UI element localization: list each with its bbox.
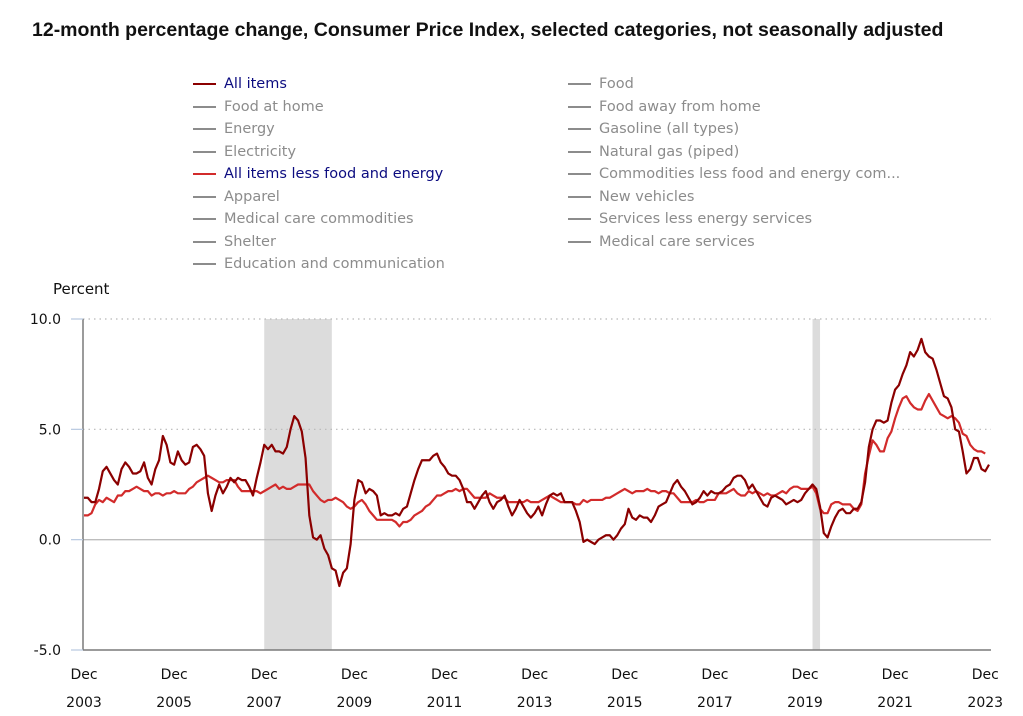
- x-tick-label-year: 2015: [607, 695, 643, 711]
- series-line-all-items[interactable]: [84, 337, 990, 588]
- legend-label: Food at home: [224, 98, 324, 115]
- legend-label: Services less energy services: [599, 211, 813, 228]
- legend-swatch-icon: [193, 150, 216, 153]
- legend-swatch-icon: [568, 240, 591, 243]
- legend-label: Shelter: [224, 233, 276, 250]
- gridlines: [83, 318, 991, 541]
- x-tick-label-year: 2023: [967, 695, 1003, 711]
- legend-label: Commodities less food and energy com...: [599, 166, 901, 183]
- legend-item-all-items[interactable]: All items: [193, 73, 445, 96]
- legend-item-natural-gas-piped[interactable]: Natural gas (piped): [568, 141, 900, 164]
- x-tick-label-month: Dec: [521, 667, 548, 683]
- recession-band: [812, 319, 821, 650]
- legend-label: New vehicles: [599, 188, 695, 205]
- legend-label: Education and communication: [224, 256, 445, 273]
- legend-swatch-icon: [568, 150, 591, 153]
- x-tick-label-year: 2013: [517, 695, 553, 711]
- legend-label: Electricity: [224, 143, 297, 160]
- x-tick-label-year: 2011: [427, 695, 463, 711]
- legend-item-electricity[interactable]: Electricity: [193, 141, 445, 164]
- legend-label: All items: [224, 76, 287, 93]
- tick-labels: 10.0 5.0 0.0 -5.0 Dec 2003 Dec 2005 Dec 2007 Dec 20…: [30, 312, 1003, 711]
- series-lines: [84, 337, 990, 588]
- x-tick-label-month: Dec: [251, 667, 278, 683]
- y-tick-label: -5.0: [34, 643, 61, 659]
- recession-bands: [264, 319, 821, 650]
- legend-item-medical-care-commodities[interactable]: Medical care commodities: [193, 208, 445, 231]
- legend-item-education-and-communication[interactable]: Education and communication: [193, 253, 445, 276]
- legend-item-food-away-from-home[interactable]: Food away from home: [568, 96, 900, 119]
- legend-item-food-at-home[interactable]: Food at home: [193, 96, 445, 119]
- legend-label: Medical care commodities: [224, 211, 414, 228]
- legend-swatch-icon: [568, 83, 591, 86]
- legend-swatch-icon: [193, 83, 216, 86]
- x-tick-label-month: Dec: [972, 667, 999, 683]
- x-tick-label-year: 2005: [156, 695, 192, 711]
- y-axis-label: Percent: [53, 280, 110, 298]
- y-tick-label: 10.0: [30, 312, 61, 328]
- chart-title: 12-month percentage change, Consumer Pri…: [32, 19, 944, 41]
- series-line-all-items-less-food-and-energy[interactable]: [84, 392, 986, 528]
- legend-swatch-icon: [568, 218, 591, 221]
- x-tick-label-month: Dec: [70, 667, 97, 683]
- legend-swatch-icon: [568, 128, 591, 131]
- x-tick-label-month: Dec: [611, 667, 638, 683]
- legend-swatch-icon: [193, 105, 216, 108]
- legend-label: Apparel: [224, 188, 280, 205]
- legend-item-gasoline-all-types[interactable]: Gasoline (all types): [568, 118, 900, 141]
- legend-swatch-icon: [193, 263, 216, 266]
- axes: [71, 318, 991, 651]
- legend-label: Energy: [224, 121, 275, 138]
- legend-item-medical-care-services[interactable]: Medical care services: [568, 231, 900, 254]
- x-tick-label-month: Dec: [341, 667, 368, 683]
- legend-swatch-icon: [568, 173, 591, 176]
- legend-column-right: Food Food away from home Gasoline (all typ…: [568, 73, 900, 253]
- x-tick-label-year: 2009: [337, 695, 373, 711]
- y-tick-label: 0.0: [39, 533, 61, 549]
- legend-swatch-icon: [193, 128, 216, 131]
- legend-swatch-icon: [193, 195, 216, 198]
- x-tick-label-month: Dec: [791, 667, 818, 683]
- legend-label: Natural gas (piped): [599, 143, 740, 160]
- x-tick-label-year: 2007: [246, 695, 282, 711]
- legend-swatch-icon: [193, 173, 216, 176]
- x-tick-label-month: Dec: [431, 667, 458, 683]
- legend-item-services-less-energy-services[interactable]: Services less energy services: [568, 208, 900, 231]
- legend-swatch-icon: [193, 218, 216, 221]
- legend-item-food[interactable]: Food: [568, 73, 900, 96]
- legend-label: Food away from home: [599, 98, 761, 115]
- x-tick-label-month: Dec: [161, 667, 188, 683]
- x-tick-label-year: 2017: [697, 695, 733, 711]
- legend-item-shelter[interactable]: Shelter: [193, 231, 445, 254]
- legend-item-apparel[interactable]: Apparel: [193, 186, 445, 209]
- legend-item-commodities-less-food-and-energy-com[interactable]: Commodities less food and energy com...: [568, 163, 900, 186]
- legend-column-left: All items Food at home Energy Electricity Al…: [193, 73, 445, 276]
- legend-swatch-icon: [568, 195, 591, 198]
- x-tick-label-year: 2003: [66, 695, 102, 711]
- legend-swatch-icon: [193, 240, 216, 243]
- legend-item-energy[interactable]: Energy: [193, 118, 445, 141]
- legend-label: Food: [599, 76, 634, 93]
- legend-item-new-vehicles[interactable]: New vehicles: [568, 186, 900, 209]
- legend-item-all-items-less-food-and-energy[interactable]: All items less food and energy: [193, 163, 445, 186]
- x-tick-label-year: 2021: [877, 695, 913, 711]
- y-tick-label: 5.0: [39, 422, 61, 438]
- x-tick-label-month: Dec: [882, 667, 909, 683]
- x-tick-label-year: 2019: [787, 695, 823, 711]
- legend-label: Medical care services: [599, 233, 755, 250]
- legend-swatch-icon: [568, 105, 591, 108]
- legend-label: All items less food and energy: [224, 166, 444, 183]
- x-tick-label-month: Dec: [701, 667, 728, 683]
- legend-label: Gasoline (all types): [599, 121, 740, 138]
